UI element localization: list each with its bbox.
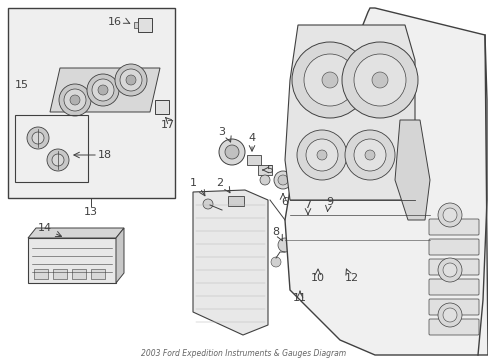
Bar	[72, 269, 86, 279]
Polygon shape	[394, 120, 429, 220]
Circle shape	[126, 75, 136, 85]
Bar	[246, 155, 261, 165]
Text: 9: 9	[326, 197, 333, 207]
Bar	[319, 215, 329, 233]
Bar	[155, 100, 169, 114]
Circle shape	[270, 257, 281, 267]
Text: 3: 3	[218, 127, 225, 137]
Bar	[91, 269, 105, 279]
Circle shape	[353, 139, 385, 171]
Circle shape	[27, 127, 49, 149]
Text: 15: 15	[15, 80, 29, 90]
Polygon shape	[50, 68, 160, 112]
Circle shape	[442, 263, 456, 277]
Text: 16: 16	[108, 17, 122, 27]
Circle shape	[341, 42, 417, 118]
Bar	[227, 196, 244, 206]
Circle shape	[92, 79, 114, 101]
FancyBboxPatch shape	[428, 259, 478, 275]
Circle shape	[316, 150, 326, 160]
Text: 5: 5	[266, 165, 273, 175]
Circle shape	[304, 54, 355, 106]
Text: 2: 2	[216, 178, 223, 188]
Circle shape	[305, 139, 337, 171]
Text: 4: 4	[248, 133, 255, 143]
Text: 7: 7	[304, 200, 311, 210]
Text: 10: 10	[310, 273, 325, 283]
Polygon shape	[193, 190, 267, 335]
Text: 13: 13	[84, 207, 98, 217]
Text: 17: 17	[161, 120, 175, 130]
Circle shape	[260, 175, 269, 185]
Circle shape	[371, 72, 387, 88]
Circle shape	[311, 256, 319, 264]
Circle shape	[47, 149, 69, 171]
Circle shape	[437, 258, 461, 282]
Circle shape	[115, 64, 147, 96]
Circle shape	[437, 303, 461, 327]
Circle shape	[98, 85, 108, 95]
Circle shape	[224, 145, 239, 159]
Circle shape	[120, 69, 142, 91]
Circle shape	[345, 130, 394, 180]
Circle shape	[307, 252, 324, 268]
Circle shape	[70, 95, 80, 105]
Bar	[258, 165, 271, 175]
Text: 14: 14	[38, 223, 52, 233]
Polygon shape	[28, 228, 124, 238]
Circle shape	[278, 238, 291, 252]
Bar	[8, 8, 175, 198]
Circle shape	[321, 72, 337, 88]
Bar	[302, 218, 313, 226]
Bar	[34, 269, 48, 279]
Text: 12: 12	[344, 273, 358, 283]
Circle shape	[437, 203, 461, 227]
Polygon shape	[285, 8, 487, 355]
Text: 2003 Ford Expedition Instruments & Gauges Diagram: 2003 Ford Expedition Instruments & Gauge…	[141, 348, 346, 357]
Circle shape	[278, 175, 287, 185]
Circle shape	[296, 130, 346, 180]
Circle shape	[303, 227, 312, 237]
Text: 11: 11	[292, 293, 306, 303]
Bar	[138, 18, 152, 32]
Circle shape	[87, 74, 119, 106]
Circle shape	[291, 42, 367, 118]
Polygon shape	[116, 228, 124, 283]
FancyBboxPatch shape	[428, 219, 478, 235]
Text: 8: 8	[272, 227, 279, 237]
Bar	[53, 269, 67, 279]
Circle shape	[273, 171, 291, 189]
Circle shape	[64, 89, 86, 111]
Circle shape	[52, 154, 64, 166]
FancyBboxPatch shape	[428, 319, 478, 335]
Circle shape	[442, 208, 456, 222]
Bar	[339, 255, 351, 273]
FancyBboxPatch shape	[428, 279, 478, 295]
FancyBboxPatch shape	[428, 239, 478, 255]
Circle shape	[353, 54, 405, 106]
Circle shape	[203, 199, 213, 209]
FancyBboxPatch shape	[428, 299, 478, 315]
Bar	[134, 22, 138, 28]
Text: 18: 18	[98, 150, 112, 160]
Circle shape	[219, 139, 244, 165]
Text: 6: 6	[281, 197, 288, 207]
Polygon shape	[285, 25, 414, 200]
Circle shape	[364, 150, 374, 160]
Circle shape	[442, 308, 456, 322]
Circle shape	[295, 274, 304, 282]
Text: 1: 1	[189, 178, 196, 188]
Circle shape	[59, 84, 91, 116]
Bar	[15, 115, 88, 182]
Circle shape	[32, 132, 44, 144]
Bar	[28, 238, 116, 283]
